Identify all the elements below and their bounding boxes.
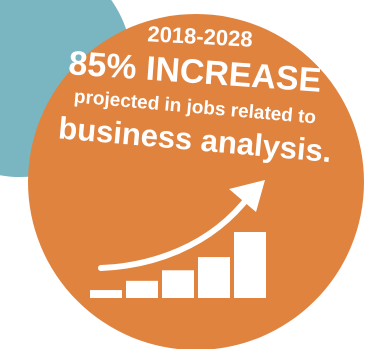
growth-arrow-head: [229, 180, 265, 212]
growth-bar-1: [90, 290, 122, 298]
growth-bar-3: [162, 270, 194, 298]
growth-bars: [90, 232, 266, 298]
growth-bar-5: [234, 232, 266, 298]
growth-bar-2: [126, 280, 158, 298]
growth-arrow-line: [98, 192, 253, 271]
growth-bar-chart-arrow-icon: [90, 180, 266, 298]
growth-bar-4: [198, 257, 230, 298]
